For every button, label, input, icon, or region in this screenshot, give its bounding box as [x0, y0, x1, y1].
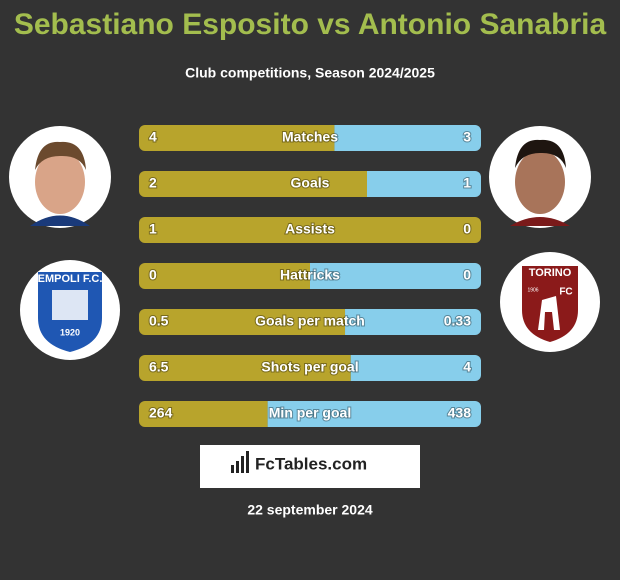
stat-label: Hattricks: [280, 267, 340, 283]
logo-text: TORINO: [529, 267, 572, 279]
logo-text: FC: [559, 287, 572, 298]
value-left: 0: [149, 267, 157, 283]
bar-right: [267, 401, 481, 427]
value-left: 264: [149, 405, 173, 421]
bar-right: [310, 263, 481, 289]
value-left: 2: [149, 175, 157, 191]
title: Sebastiano Esposito vs Antonio Sanabria: [14, 8, 607, 41]
value-left: 1: [149, 221, 157, 237]
brand: FcTables.com: [255, 454, 367, 473]
bar-right: [345, 309, 481, 335]
bar-left: [139, 309, 346, 335]
bar-left: [139, 355, 351, 381]
logo-text: 1920: [60, 327, 80, 337]
bar-right: [367, 171, 481, 197]
club-right-logo: TORINO 1906 FC: [500, 252, 600, 352]
value-right: 3: [463, 129, 471, 145]
date: 22 september 2024: [247, 502, 373, 518]
stat-label: Goals: [291, 175, 330, 191]
stat-label: Min per goal: [269, 405, 351, 421]
bar-right: [350, 355, 481, 381]
stat-label: Matches: [282, 129, 338, 145]
value-right: 0.33: [444, 313, 471, 329]
value-left: 4: [149, 129, 157, 145]
player-right-photo: [489, 126, 591, 228]
stat-label: Assists: [285, 221, 335, 237]
value-left: 0.5: [149, 313, 169, 329]
bar-left: [139, 217, 481, 243]
stat-rows: 4 3 Matches 2 1 Goals 1 0 Assists 0 0 Hattricks 0.5 0…: [139, 125, 481, 427]
stat-label: Goals per match: [255, 313, 365, 329]
value-right: 0: [463, 221, 471, 237]
value-right: 1: [463, 175, 471, 191]
brand-icon: [231, 451, 249, 473]
club-left-logo: EMPOLI F.C. 1920: [20, 260, 120, 360]
logo-text: 1906: [527, 287, 538, 293]
subtitle: Club competitions, Season 2024/2025: [185, 65, 435, 81]
bar-left: [139, 125, 335, 151]
logo-text: EMPOLI F.C.: [38, 273, 103, 285]
bar-left: [139, 401, 268, 427]
value-left: 6.5: [149, 359, 169, 375]
bar-left: [139, 263, 310, 289]
value-right: 0: [463, 267, 471, 283]
value-right: 4: [463, 359, 471, 375]
bar-left: [139, 171, 367, 197]
value-right: 438: [448, 405, 472, 421]
player-left-photo: [9, 126, 111, 228]
bar-right: [334, 125, 481, 151]
stat-label: Shots per goal: [261, 359, 358, 375]
